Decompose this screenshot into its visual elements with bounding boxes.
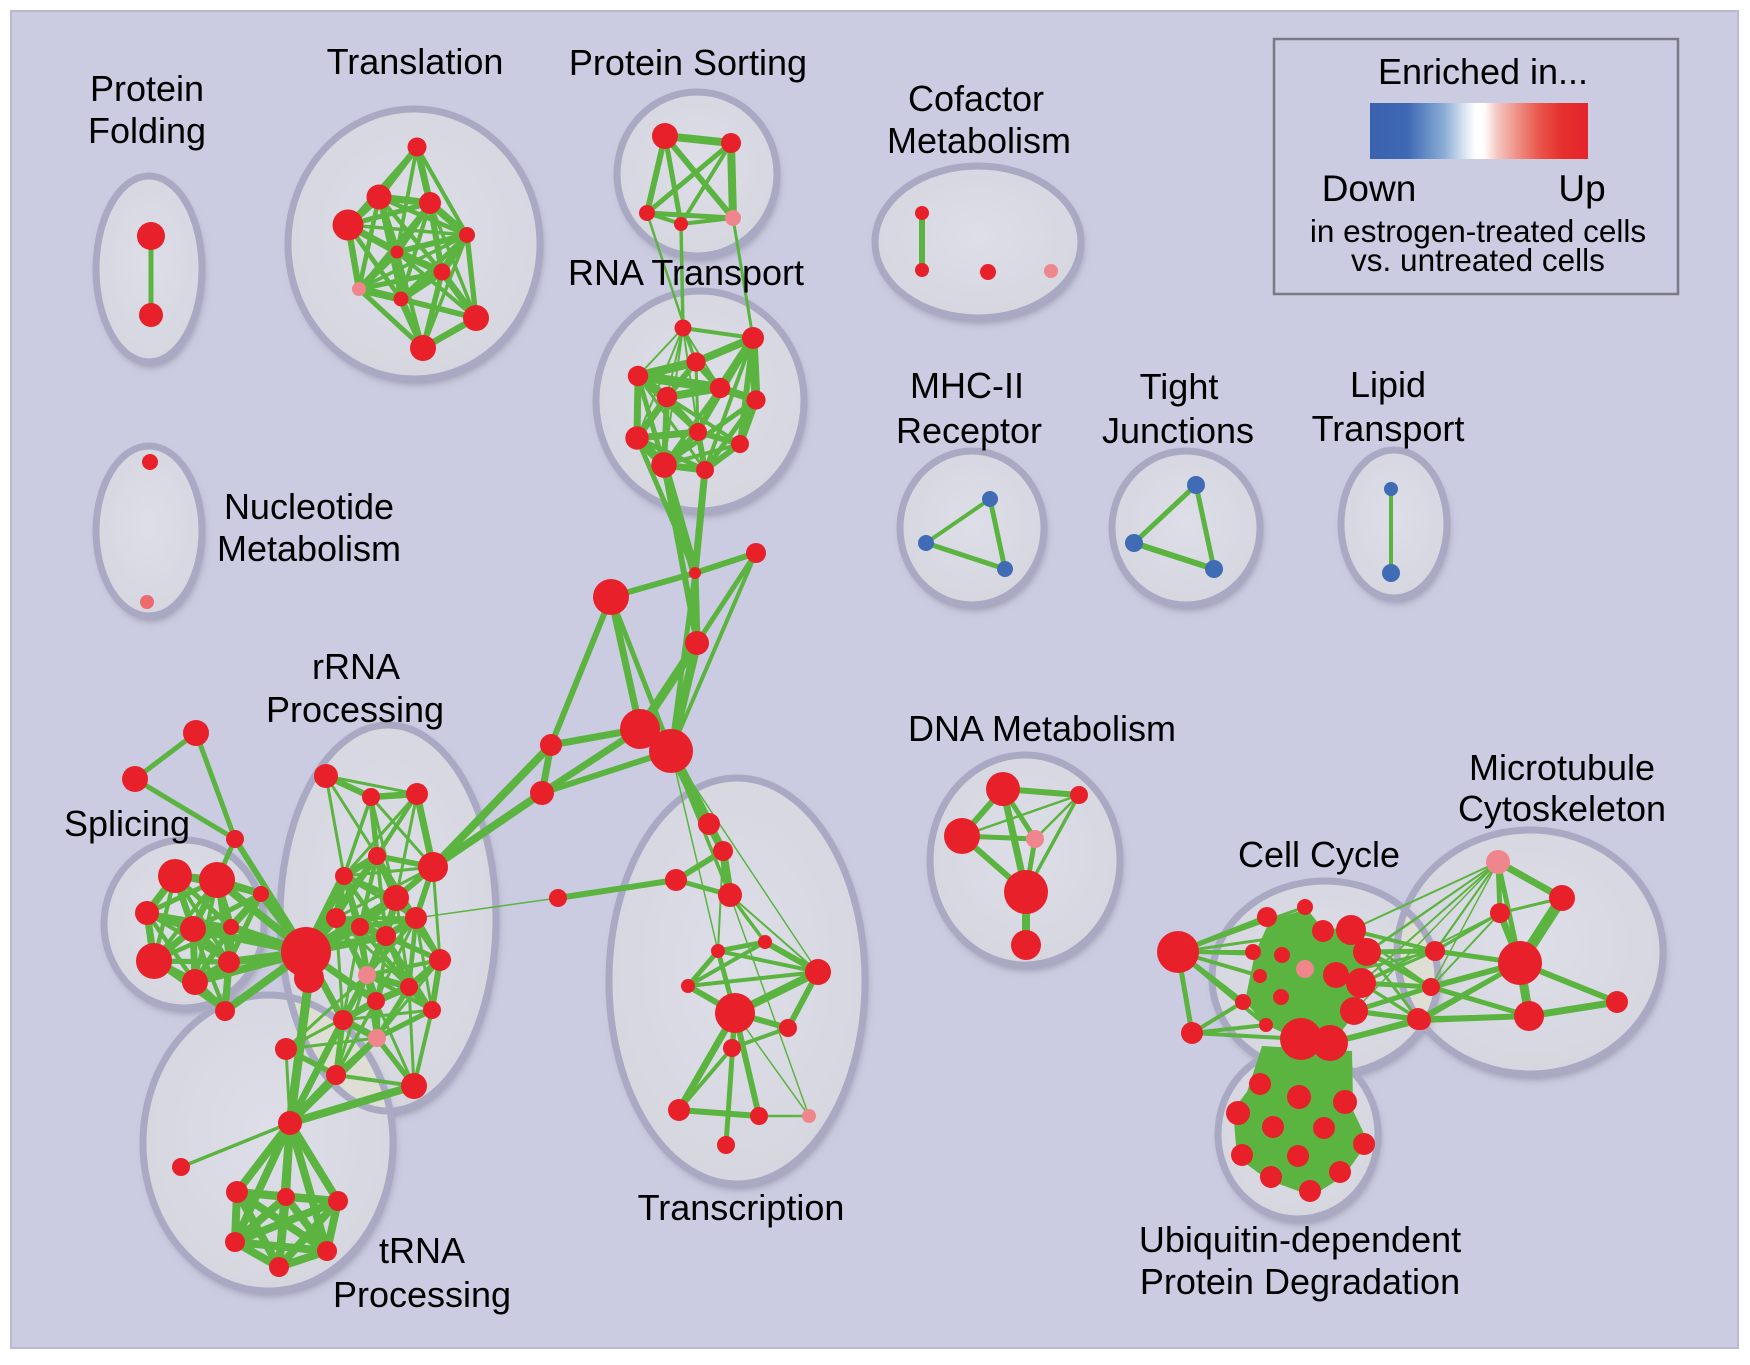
svg-text:rRNA: rRNA — [312, 646, 400, 687]
svg-text:Protein Degradation: Protein Degradation — [1140, 1261, 1460, 1302]
svg-text:Protein Sorting: Protein Sorting — [569, 42, 807, 83]
svg-text:Ubiquitin-dependent: Ubiquitin-dependent — [1139, 1219, 1461, 1260]
svg-text:Junctions: Junctions — [1102, 410, 1254, 451]
svg-text:Transcription: Transcription — [638, 1187, 845, 1228]
svg-text:Transport: Transport — [1312, 408, 1465, 449]
svg-text:MHC-II: MHC-II — [910, 365, 1024, 406]
svg-text:Tight: Tight — [1140, 366, 1219, 407]
svg-text:Metabolism: Metabolism — [217, 528, 401, 569]
svg-text:Metabolism: Metabolism — [887, 120, 1071, 161]
svg-text:Folding: Folding — [88, 110, 206, 151]
svg-text:Protein: Protein — [90, 68, 204, 109]
svg-text:Processing: Processing — [266, 689, 444, 730]
svg-text:tRNA: tRNA — [379, 1230, 465, 1271]
svg-text:Translation: Translation — [327, 41, 504, 82]
svg-text:Enriched in...: Enriched in... — [1378, 51, 1588, 92]
svg-text:DNA Metabolism: DNA Metabolism — [908, 708, 1176, 749]
svg-text:Cell Cycle: Cell Cycle — [1238, 834, 1400, 875]
svg-text:Receptor: Receptor — [896, 410, 1042, 451]
svg-text:Cofactor: Cofactor — [908, 78, 1044, 119]
svg-text:RNA Transport: RNA Transport — [568, 252, 804, 293]
svg-text:Down: Down — [1322, 168, 1417, 209]
svg-text:Splicing: Splicing — [64, 803, 190, 844]
svg-text:Nucleotide: Nucleotide — [224, 486, 394, 527]
svg-text:Microtubule: Microtubule — [1469, 747, 1655, 788]
svg-text:vs. untreated cells: vs. untreated cells — [1351, 242, 1605, 278]
svg-text:Up: Up — [1558, 168, 1605, 209]
svg-text:Processing: Processing — [333, 1274, 511, 1315]
svg-text:Lipid: Lipid — [1350, 364, 1426, 405]
svg-text:Cytoskeleton: Cytoskeleton — [1458, 788, 1666, 829]
svg-text:in estrogen-treated cells: in estrogen-treated cells — [1310, 213, 1646, 249]
